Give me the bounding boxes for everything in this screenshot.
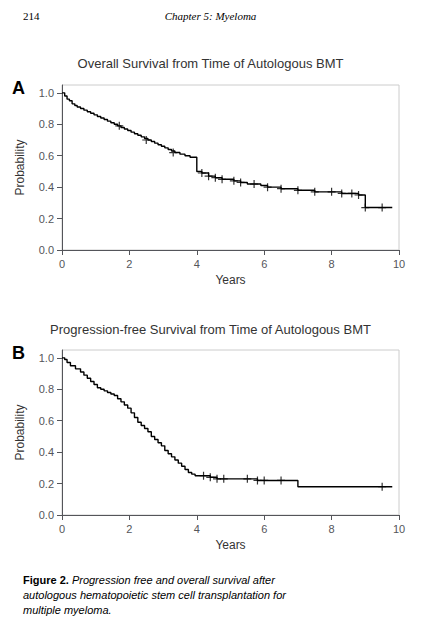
svg-text:0.2: 0.2 bbox=[39, 478, 54, 490]
svg-text:214: 214 bbox=[23, 10, 40, 22]
svg-text:multiple myeloma.: multiple myeloma. bbox=[23, 604, 112, 616]
svg-text:Figure 2.: Figure 2. bbox=[23, 574, 69, 586]
svg-text:B: B bbox=[12, 343, 25, 363]
svg-text:10: 10 bbox=[393, 523, 405, 535]
svg-text:4: 4 bbox=[194, 523, 200, 535]
svg-text:0: 0 bbox=[59, 258, 65, 270]
svg-text:0.0: 0.0 bbox=[39, 244, 54, 256]
svg-text:0.6: 0.6 bbox=[39, 150, 54, 162]
svg-text:Progression-free Survival from: Progression-free Survival from Time of A… bbox=[50, 322, 371, 337]
svg-text:0.0: 0.0 bbox=[39, 509, 54, 521]
svg-text:Years: Years bbox=[215, 273, 245, 287]
svg-text:4: 4 bbox=[194, 258, 200, 270]
svg-text:2: 2 bbox=[126, 523, 132, 535]
svg-text:Probability: Probability bbox=[13, 404, 27, 460]
svg-text:autologous hematopoietic stem: autologous hematopoietic stem cell trans… bbox=[23, 589, 289, 601]
svg-text:A: A bbox=[12, 78, 25, 98]
svg-text:Progression free and overall s: Progression free and overall survival af… bbox=[69, 574, 278, 586]
svg-text:0.4: 0.4 bbox=[39, 181, 54, 193]
svg-text:0.8: 0.8 bbox=[39, 118, 54, 130]
svg-text:0.6: 0.6 bbox=[39, 415, 54, 427]
svg-text:Years: Years bbox=[215, 538, 245, 552]
svg-text:0: 0 bbox=[59, 523, 65, 535]
svg-text:2: 2 bbox=[126, 258, 132, 270]
svg-text:0.4: 0.4 bbox=[39, 446, 54, 458]
svg-text:6: 6 bbox=[261, 258, 267, 270]
svg-text:0.2: 0.2 bbox=[39, 213, 54, 225]
svg-text:Overall Survival from Time of: Overall Survival from Time of Autologous… bbox=[78, 56, 344, 71]
svg-text:0.8: 0.8 bbox=[39, 383, 54, 395]
svg-text:Probability: Probability bbox=[13, 139, 27, 195]
svg-text:8: 8 bbox=[329, 258, 335, 270]
svg-text:Chapter 5: Myeloma: Chapter 5: Myeloma bbox=[165, 10, 257, 22]
svg-text:8: 8 bbox=[329, 523, 335, 535]
svg-text:1.0: 1.0 bbox=[39, 352, 54, 364]
svg-text:6: 6 bbox=[261, 523, 267, 535]
svg-text:1.0: 1.0 bbox=[39, 87, 54, 99]
svg-text:10: 10 bbox=[393, 258, 405, 270]
